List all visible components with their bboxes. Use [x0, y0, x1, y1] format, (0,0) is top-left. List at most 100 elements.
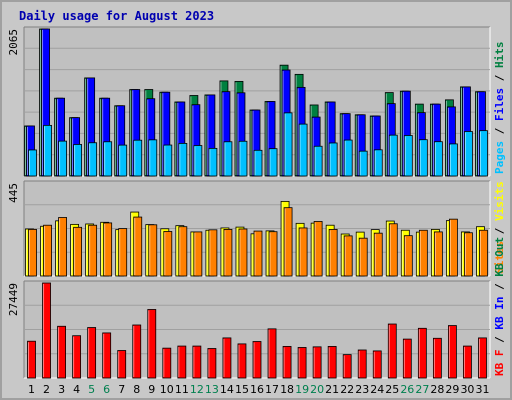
legend-item: KB Out: [493, 237, 506, 277]
legend-item: Pages: [493, 141, 506, 174]
bar-kbytes: [432, 337, 442, 379]
bar-pages: [343, 139, 353, 177]
legend-item: /: [493, 330, 506, 350]
bar-kbytes: [237, 343, 247, 379]
x-tick-label: 25: [385, 383, 399, 396]
x-tick-label: 15: [235, 383, 249, 396]
x-tick-label: 28: [430, 383, 444, 396]
x-tick-label: 11: [175, 383, 189, 396]
bar-sites: [449, 218, 458, 277]
bar-pages: [328, 142, 338, 177]
legend-item: Files: [493, 88, 506, 121]
x-tick-label: 31: [475, 383, 489, 396]
x-tick-label: 3: [58, 383, 65, 396]
bar-sites: [103, 222, 113, 277]
x-tick-label: 9: [148, 383, 155, 396]
bar-kbytes: [87, 327, 97, 379]
bar-sites: [73, 226, 83, 277]
bar-pages: [479, 130, 488, 177]
bar-pages: [403, 135, 413, 177]
bar-sites: [133, 216, 143, 277]
x-tick-label: 14: [220, 383, 234, 396]
bar-sites: [253, 230, 263, 277]
bar-kbytes: [448, 325, 457, 379]
x-tick-label: 6: [103, 383, 110, 396]
bar-kbytes: [57, 325, 66, 379]
bar-pages: [373, 149, 383, 177]
x-tick-label: 20: [310, 383, 324, 396]
bar-kbytes: [463, 345, 472, 379]
bar-pages: [163, 144, 173, 177]
bar-kbytes: [252, 341, 262, 379]
bar-sites: [148, 224, 158, 277]
bar-pages: [178, 142, 188, 177]
bar-kbytes: [312, 346, 322, 379]
bar-sites: [313, 221, 323, 277]
legend-item: /: [493, 68, 506, 88]
bar-sites: [43, 224, 52, 277]
bar-pages: [268, 148, 278, 177]
bar-pages: [433, 141, 443, 177]
x-tick-label: 17: [265, 383, 279, 396]
bar-pages: [298, 123, 308, 177]
bar-sites: [208, 229, 218, 277]
chart-title: Daily usage for August 2023: [19, 9, 214, 23]
bar-pages: [118, 144, 128, 177]
bar-kbytes: [297, 347, 307, 379]
bar-sites: [88, 224, 98, 277]
bar-pages: [313, 145, 323, 177]
y-max-label: 445: [7, 183, 20, 203]
bar-kbytes: [27, 340, 36, 379]
bar-kbytes: [342, 354, 352, 379]
x-tick-label: 13: [205, 383, 219, 396]
bar-pages: [103, 141, 113, 177]
bar-pages: [418, 139, 428, 177]
legend-item: /: [493, 221, 506, 241]
y-max-label: 27449: [7, 283, 20, 316]
bar-kbytes: [357, 349, 367, 379]
legend-2: KB F / KB In / KB Out: [493, 237, 506, 376]
bar-sites: [358, 237, 368, 277]
bar-kbytes: [162, 347, 172, 379]
x-tick-label: 12: [190, 383, 204, 396]
bar-kbytes: [387, 323, 397, 379]
bar-pages: [283, 112, 293, 177]
bar-sites: [163, 231, 173, 277]
bar-sites: [298, 227, 308, 277]
bar-pages: [58, 140, 67, 177]
legend-item: KB F: [493, 350, 506, 377]
bar-kbytes: [72, 335, 82, 379]
x-tick-label: 26: [400, 383, 414, 396]
bar-pages: [223, 141, 233, 177]
legend-item: KB In: [493, 297, 506, 330]
bar-pages: [238, 140, 248, 177]
bar-sites: [178, 226, 188, 277]
bar-sites: [28, 228, 37, 277]
bar-pages: [358, 150, 368, 177]
x-tick-label: 10: [160, 383, 174, 396]
x-tick-label: 2: [43, 383, 50, 396]
bar-kbytes: [478, 337, 487, 379]
x-tick-label: 5: [88, 383, 95, 396]
bar-kbytes: [132, 324, 142, 379]
bar-pages: [464, 131, 473, 177]
bar-kbytes: [207, 348, 217, 379]
legend-1: Sites / Visits: [493, 181, 506, 274]
x-tick-label: 24: [370, 383, 384, 396]
bar-pages: [148, 139, 158, 177]
bar-sites: [193, 231, 203, 277]
y-max-label: 2065: [7, 29, 20, 56]
bar-sites: [58, 217, 67, 277]
bar-pages: [449, 143, 458, 177]
x-tick-label: 4: [73, 383, 80, 396]
x-tick-label: 27: [415, 383, 429, 396]
bar-sites: [238, 228, 248, 277]
bar-sites: [464, 232, 473, 277]
bar-sites: [388, 223, 398, 277]
bar-sites: [223, 228, 233, 277]
legend-item: Sites: [493, 241, 506, 274]
x-tick-label: 23: [355, 383, 369, 396]
bar-sites: [343, 235, 353, 277]
x-tick-label: 21: [325, 383, 339, 396]
bar-kbytes: [267, 328, 277, 379]
